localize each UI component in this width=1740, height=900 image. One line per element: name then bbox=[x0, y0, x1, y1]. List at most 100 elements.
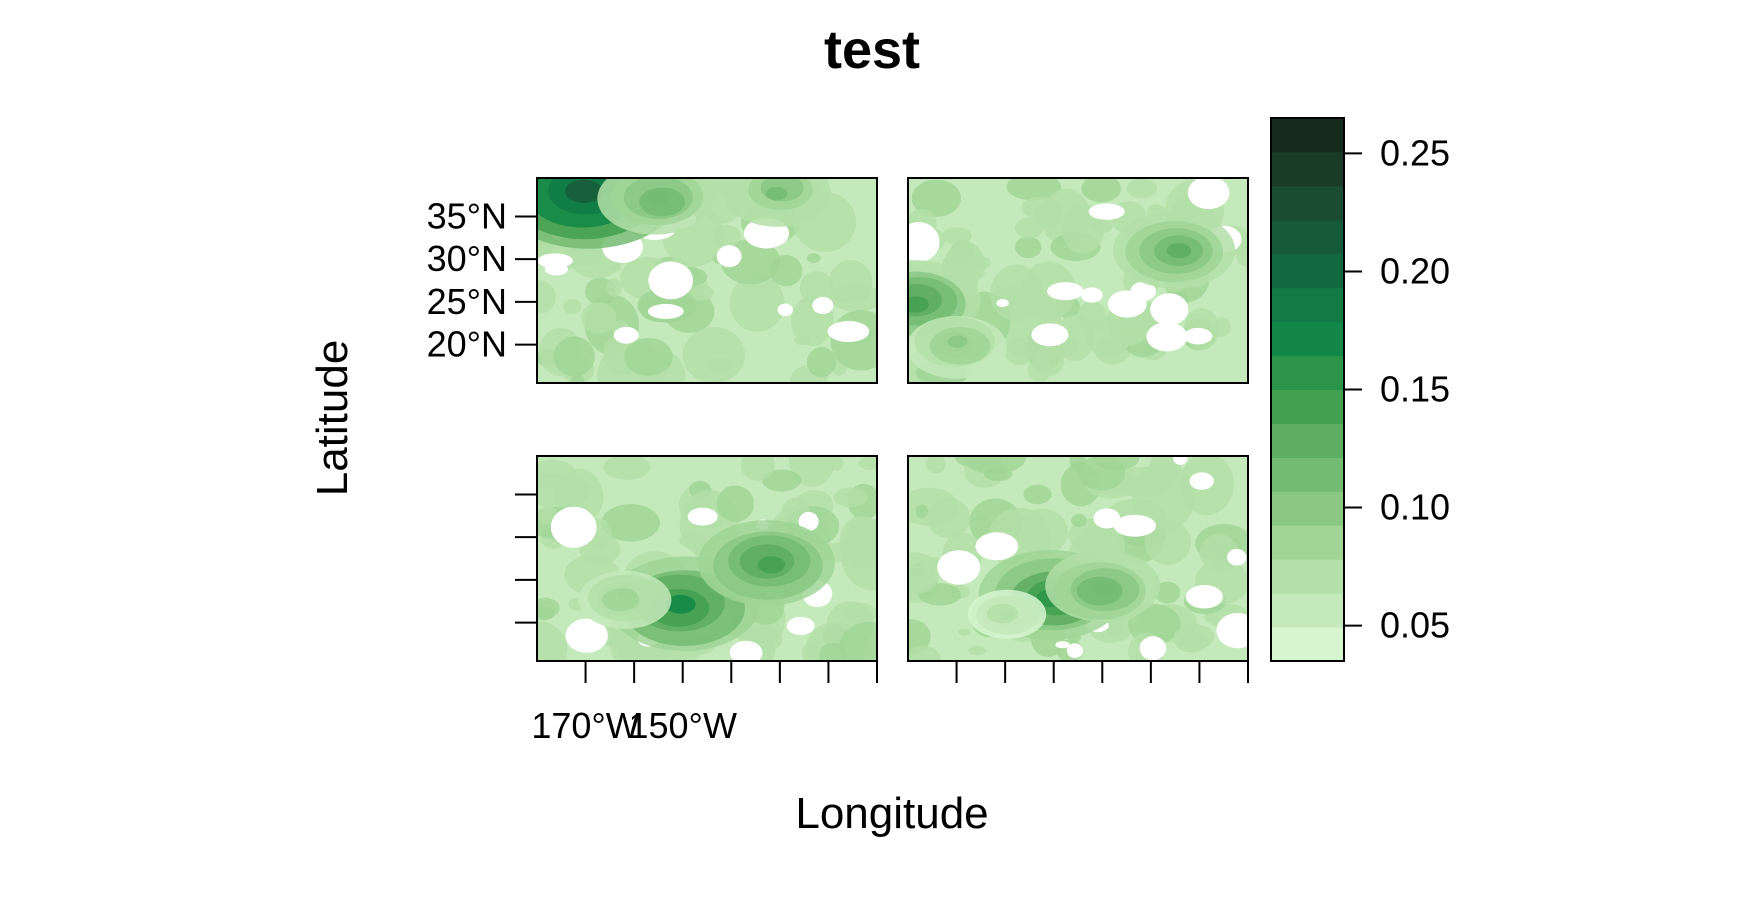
missing-data-patch bbox=[975, 532, 1019, 561]
missing-data-patch bbox=[1113, 514, 1156, 537]
field-patch bbox=[1081, 178, 1122, 203]
panel-frame bbox=[907, 455, 1249, 662]
field-patch bbox=[537, 473, 556, 490]
field-patch bbox=[762, 469, 802, 492]
colorbar-level bbox=[1271, 185, 1344, 221]
colorbar-level bbox=[1271, 151, 1344, 187]
y-tick-label: 25°N bbox=[427, 281, 507, 322]
field-patch bbox=[1023, 484, 1052, 505]
missing-data-patch bbox=[537, 253, 573, 268]
missing-data-patch bbox=[996, 299, 1009, 308]
missing-data-patch bbox=[777, 303, 793, 317]
field-patch bbox=[1086, 317, 1131, 358]
panel-1 bbox=[537, 178, 877, 383]
field-patch bbox=[605, 278, 623, 298]
missing-data-patch bbox=[1189, 472, 1214, 490]
field-patch bbox=[1154, 581, 1181, 604]
x-axis-title: Longitude bbox=[795, 789, 988, 838]
field-patch bbox=[1144, 519, 1191, 565]
missing-data-patch bbox=[812, 296, 834, 315]
missing-data-patch bbox=[908, 221, 940, 263]
field-patch bbox=[1090, 218, 1113, 234]
panel-frame bbox=[536, 177, 878, 384]
field-patch bbox=[581, 302, 617, 334]
colorbar-level bbox=[1271, 423, 1344, 458]
field-patch bbox=[1236, 246, 1248, 267]
field-patch bbox=[729, 274, 785, 332]
field-patch bbox=[802, 643, 819, 661]
missing-data-patch bbox=[798, 511, 819, 532]
y-axis-title: Latitude bbox=[308, 340, 357, 497]
field-patch bbox=[908, 565, 937, 594]
field-patch bbox=[839, 621, 877, 661]
colorbar-tick-label: 0.20 bbox=[1380, 250, 1450, 291]
chart-title: test bbox=[824, 20, 920, 80]
colorbar-level bbox=[1271, 525, 1344, 560]
colorbar-tick-label: 0.05 bbox=[1380, 605, 1450, 646]
field-patch bbox=[915, 504, 928, 519]
field-patch bbox=[806, 347, 837, 378]
field-patch bbox=[601, 504, 660, 542]
missing-data-patch bbox=[687, 507, 718, 526]
hotspot-contour bbox=[947, 335, 968, 348]
colorbar-level bbox=[1271, 355, 1344, 390]
field-patch bbox=[911, 179, 961, 217]
missing-data-patch bbox=[1227, 548, 1247, 566]
missing-data-patch bbox=[1093, 508, 1121, 529]
colorbar-level bbox=[1271, 627, 1344, 662]
missing-data-patch bbox=[613, 326, 639, 344]
colorbar-tick-label: 0.15 bbox=[1380, 369, 1450, 410]
field-patch bbox=[1126, 178, 1158, 199]
field-patch bbox=[1014, 236, 1042, 259]
y-tick-label: 20°N bbox=[427, 324, 507, 365]
hotspot-contour bbox=[617, 588, 637, 601]
missing-data-patch bbox=[1031, 323, 1069, 347]
field-patch bbox=[537, 280, 556, 314]
colorbar-level bbox=[1271, 559, 1344, 594]
missing-data-patch bbox=[1055, 641, 1070, 649]
missing-data-patch bbox=[648, 261, 694, 300]
field-patch bbox=[908, 619, 931, 655]
field-patch bbox=[958, 628, 971, 636]
field-patch bbox=[1033, 345, 1065, 377]
field-patch bbox=[769, 254, 803, 287]
field-patch bbox=[1062, 338, 1078, 355]
missing-data-patch bbox=[647, 303, 684, 319]
field-patch bbox=[963, 456, 1026, 474]
colorbar-level bbox=[1271, 253, 1344, 289]
field-patch bbox=[563, 298, 582, 315]
field-patch bbox=[945, 241, 984, 278]
missing-data-patch bbox=[1187, 178, 1230, 210]
colorbar: 0.05 0.10 0.15 0.20 0.25 bbox=[1270, 117, 1450, 662]
field-patch bbox=[941, 227, 972, 245]
missing-data-patch bbox=[827, 320, 870, 343]
field-patch bbox=[713, 224, 741, 248]
field-patch bbox=[925, 456, 946, 474]
field-patch bbox=[553, 336, 595, 377]
missing-data-patch bbox=[1107, 290, 1147, 318]
missing-data-patch bbox=[716, 245, 742, 268]
colorbar-level bbox=[1271, 389, 1344, 424]
missing-data-patch bbox=[1080, 287, 1103, 303]
missing-data-patch bbox=[1066, 643, 1083, 659]
hotspot-contour bbox=[908, 296, 929, 313]
missing-data-patch bbox=[786, 616, 815, 636]
field-patch bbox=[799, 270, 834, 306]
panel-2 bbox=[908, 178, 1248, 383]
hotspot-contour bbox=[1092, 582, 1116, 597]
panels bbox=[536, 177, 1249, 662]
y-tick-label: 35°N bbox=[427, 195, 507, 236]
field-patch bbox=[841, 519, 877, 591]
missing-data-patch bbox=[565, 618, 608, 653]
missing-data-patch bbox=[1216, 612, 1248, 649]
missing-data-patch bbox=[1139, 636, 1167, 661]
field-patch bbox=[1006, 178, 1061, 201]
y-tick-label: 30°N bbox=[427, 238, 507, 279]
missing-data-patch bbox=[729, 640, 763, 661]
field-patch bbox=[1199, 534, 1239, 572]
field-patch bbox=[682, 327, 746, 383]
field-patch bbox=[843, 602, 877, 624]
field-patch bbox=[1149, 456, 1181, 484]
